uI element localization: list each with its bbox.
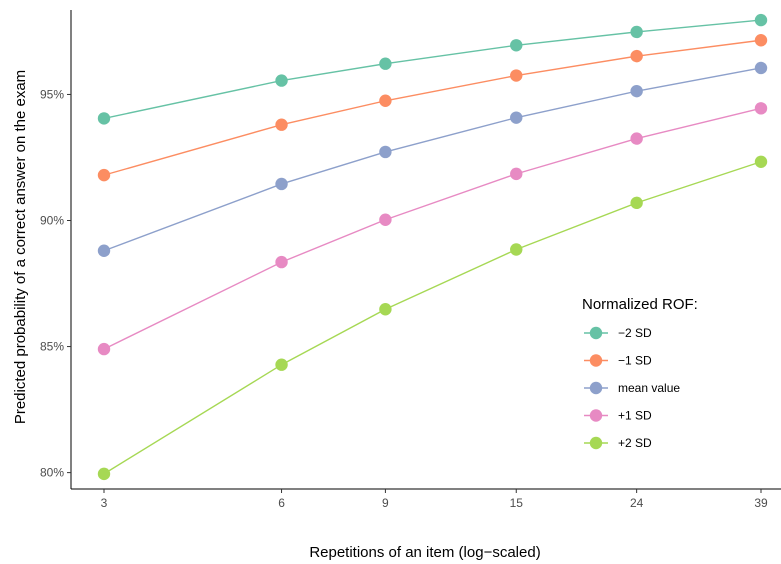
axes xyxy=(70,10,781,490)
y-axis-title: Predicted probability of a correct answe… xyxy=(12,70,29,424)
x-tick-label: 6 xyxy=(278,496,285,510)
data-point xyxy=(275,177,288,191)
data-point xyxy=(754,34,768,47)
y-tick-label: 90% xyxy=(40,214,64,228)
legend-title: Normalized ROF: xyxy=(582,296,698,313)
data-point xyxy=(379,145,392,159)
data-point xyxy=(379,213,392,226)
data-point xyxy=(510,111,523,124)
data-point xyxy=(275,255,288,269)
data-point xyxy=(510,243,523,256)
data-point xyxy=(630,196,643,210)
data-point xyxy=(97,112,111,125)
data-point xyxy=(754,102,768,115)
data-point xyxy=(275,118,288,131)
x-tick-label: 3 xyxy=(101,496,108,510)
legend-label: −1 SD xyxy=(618,354,652,368)
series-line xyxy=(103,67,762,252)
data-point xyxy=(97,244,111,257)
legend-key-marker xyxy=(589,354,603,367)
legend-item: −1 SD xyxy=(584,354,652,368)
y-ticks: 80% 85% 90% 95% xyxy=(40,87,71,480)
data-point xyxy=(97,342,111,356)
series-line xyxy=(103,107,762,350)
series-lines xyxy=(103,19,762,475)
data-point xyxy=(97,168,111,182)
data-point xyxy=(630,132,643,145)
legend: Normalized ROF: −2 SD −1 SD mean value +1 S… xyxy=(582,296,698,450)
legend-key-marker xyxy=(589,409,603,422)
y-tick-label: 85% xyxy=(40,340,64,354)
y-tick-label: 95% xyxy=(40,87,64,101)
legend-item: −2 SD xyxy=(584,326,652,340)
data-point xyxy=(275,358,288,371)
data-point xyxy=(510,167,523,181)
y-tick-label: 80% xyxy=(40,466,64,480)
data-point xyxy=(510,69,523,82)
legend-item: +2 SD xyxy=(584,436,652,450)
data-point xyxy=(630,49,643,63)
series-line xyxy=(103,19,762,120)
series-line xyxy=(103,39,762,176)
data-point xyxy=(275,74,288,87)
data-point xyxy=(97,467,111,481)
data-point xyxy=(754,61,768,75)
series-line xyxy=(103,161,762,475)
x-tick-label: 15 xyxy=(510,496,524,510)
x-tick-label: 9 xyxy=(382,496,389,510)
legend-label: −2 SD xyxy=(618,326,652,340)
legend-label: mean value xyxy=(618,381,680,395)
legend-item: mean value xyxy=(584,381,680,395)
x-ticks: 3 6 9 15 24 39 xyxy=(101,489,768,510)
series-points xyxy=(97,13,768,481)
legend-key-marker xyxy=(589,436,603,450)
data-point xyxy=(630,84,643,98)
x-tick-label: 39 xyxy=(754,496,768,510)
data-point xyxy=(754,155,768,168)
x-axis-title: Repetitions of an item (log−scaled) xyxy=(309,544,540,561)
data-point xyxy=(379,94,392,107)
data-point xyxy=(379,303,392,316)
data-point xyxy=(379,57,392,70)
data-point xyxy=(754,13,768,27)
legend-key-marker xyxy=(589,326,603,340)
legend-label: +2 SD xyxy=(618,436,652,450)
legend-item: +1 SD xyxy=(584,409,652,423)
data-point xyxy=(510,39,523,52)
x-tick-label: 24 xyxy=(630,496,644,510)
legend-key-marker xyxy=(589,381,603,395)
data-point xyxy=(630,25,643,39)
legend-items: −2 SD −1 SD mean value +1 SD +2 SD xyxy=(584,326,680,450)
legend-label: +1 SD xyxy=(618,409,652,423)
